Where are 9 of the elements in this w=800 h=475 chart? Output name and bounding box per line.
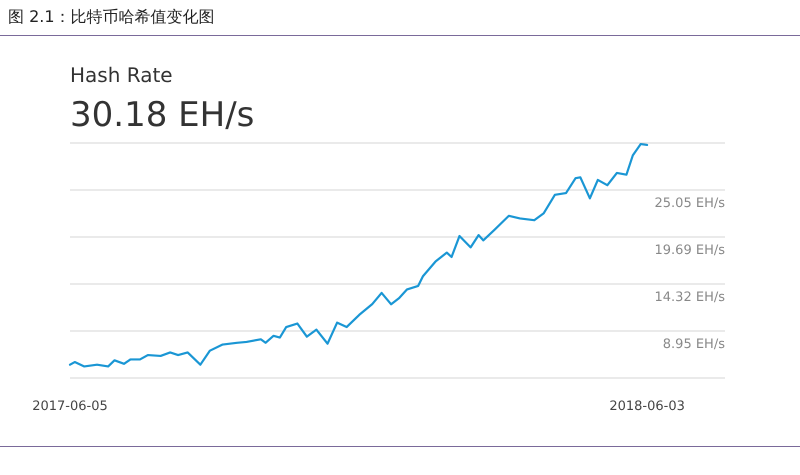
text: 30.18 EH/s bbox=[70, 95, 254, 135]
y-tick-label: 8.95 EH/s bbox=[662, 336, 726, 352]
y-tick-label: 19.69 EH/s bbox=[654, 242, 726, 258]
chart-subtitle: Hash Rate bbox=[70, 63, 173, 87]
y-tick-label: 25.05 EH/s bbox=[654, 196, 726, 212]
y-tick-label: 14.32 EH/s bbox=[654, 290, 726, 305]
x-tick-label: 2018-06-03 bbox=[609, 399, 685, 414]
chart-title: 图 2.1：比特币哈希值变化图 bbox=[8, 7, 215, 26]
x-tick-label: 2017-06-05 bbox=[32, 399, 108, 414]
